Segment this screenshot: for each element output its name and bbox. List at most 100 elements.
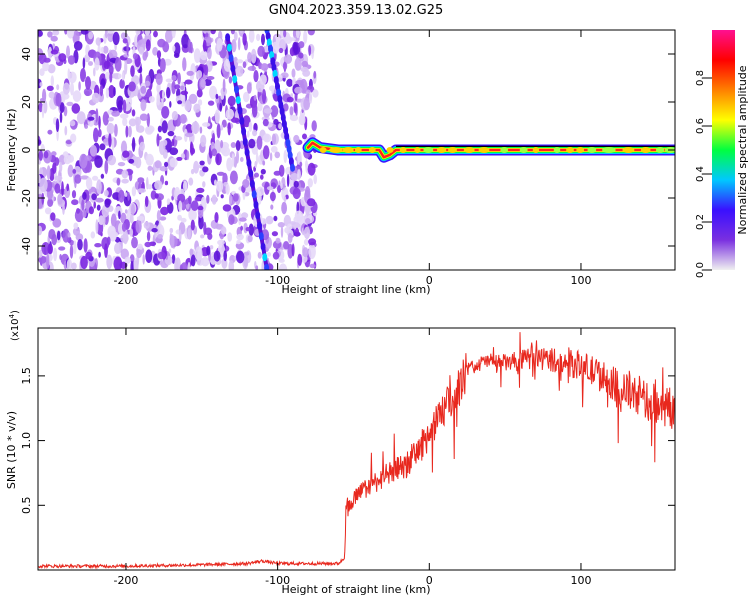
noise-blob [117, 162, 126, 167]
noise-blob [256, 135, 263, 150]
noise-blob [206, 76, 215, 80]
noise-blob [188, 93, 198, 104]
noise-blob [202, 30, 211, 35]
noise-blob [286, 223, 293, 232]
noise-blob [58, 246, 66, 251]
noise-blob [230, 30, 235, 35]
noise-blob [190, 147, 196, 155]
noise-blob [271, 133, 277, 146]
noise-blob [73, 222, 79, 230]
noise-blob [163, 58, 172, 66]
noise-blob [54, 183, 61, 194]
noise-blob [210, 30, 216, 35]
noise-blob [270, 204, 274, 210]
noise-blob [313, 174, 318, 185]
noise-blob [38, 225, 43, 236]
noise-blob [166, 87, 171, 99]
noise-blob [165, 78, 173, 83]
noise-blob [242, 115, 251, 128]
noise-blob [87, 116, 95, 121]
noise-blob [290, 173, 299, 181]
noise-blob [200, 234, 205, 239]
noise-blob [307, 30, 315, 36]
noise-blob [117, 100, 123, 113]
noise-blob [78, 81, 81, 91]
trace-spot [255, 211, 261, 220]
noise-blob [262, 145, 270, 160]
noise-blob [243, 91, 250, 103]
noise-blob [280, 225, 284, 238]
noise-blob [178, 229, 182, 242]
noise-blob [80, 68, 86, 83]
noise-blob [169, 101, 172, 108]
noise-blob [93, 201, 96, 209]
noise-blob [38, 30, 43, 37]
noise-blob [265, 215, 274, 225]
noise-blob [128, 81, 136, 92]
noise-blob [104, 243, 108, 258]
noise-blob [83, 238, 88, 253]
noise-blob [156, 84, 160, 93]
noise-blob [52, 218, 62, 228]
noise-blob [233, 31, 238, 41]
noise-blob [67, 154, 74, 163]
noise-blob [104, 160, 109, 175]
noise-blob [80, 175, 89, 180]
noise-blob [309, 263, 316, 269]
spectrogram-y-tick-label: 40 [20, 47, 33, 61]
colorbar-tick-label: 0.4 [695, 166, 706, 182]
main-line-spot [576, 147, 585, 153]
noise-blob [127, 191, 130, 201]
noise-blob [118, 73, 122, 79]
noise-blob [137, 177, 145, 184]
trace-spot [272, 69, 278, 78]
noise-blob [231, 117, 240, 123]
noise-blob [260, 218, 267, 225]
noise-blob [144, 30, 151, 36]
noise-blob [294, 227, 300, 237]
trace-spot [278, 101, 284, 110]
noise-blob [129, 228, 134, 237]
noise-blob [281, 201, 287, 215]
noise-blob [280, 72, 289, 79]
noise-blob [109, 71, 113, 83]
noise-blob [67, 164, 74, 178]
noise-blob [164, 180, 169, 186]
noise-blob [242, 33, 247, 46]
noise-blob [255, 151, 259, 165]
noise-blob [138, 66, 143, 74]
noise-blob [66, 45, 70, 59]
noise-blob [287, 232, 293, 244]
noise-blob [294, 86, 303, 94]
noise-blob [235, 65, 244, 77]
noise-blob [278, 263, 288, 270]
noise-blob [271, 87, 275, 95]
trace-spot [249, 179, 255, 188]
noise-blob [297, 253, 303, 266]
noise-blob [270, 146, 278, 153]
noise-blob [196, 187, 205, 193]
noise-blob [256, 186, 265, 197]
noise-blob [84, 124, 88, 129]
noise-blob [145, 49, 149, 58]
noise-blob [181, 33, 190, 49]
noise-blob [67, 55, 76, 65]
noise-blob [207, 47, 212, 60]
noise-blob [68, 71, 77, 84]
noise-blob [200, 78, 206, 88]
spectrogram-x-tick-label: -200 [113, 274, 138, 287]
noise-blob [225, 108, 235, 120]
noise-blob [93, 127, 99, 143]
noise-blob [99, 143, 106, 151]
noise-blob [116, 177, 121, 186]
noise-blob [102, 214, 106, 226]
noise-blob [156, 133, 160, 147]
trace-spot [241, 127, 247, 136]
noise-blob [96, 179, 102, 195]
noise-blob [143, 221, 150, 229]
noise-blob [114, 57, 122, 72]
noise-blob [199, 160, 205, 166]
trace-spot [258, 232, 264, 241]
noise-blob [61, 181, 64, 197]
noise-blob [289, 114, 299, 122]
